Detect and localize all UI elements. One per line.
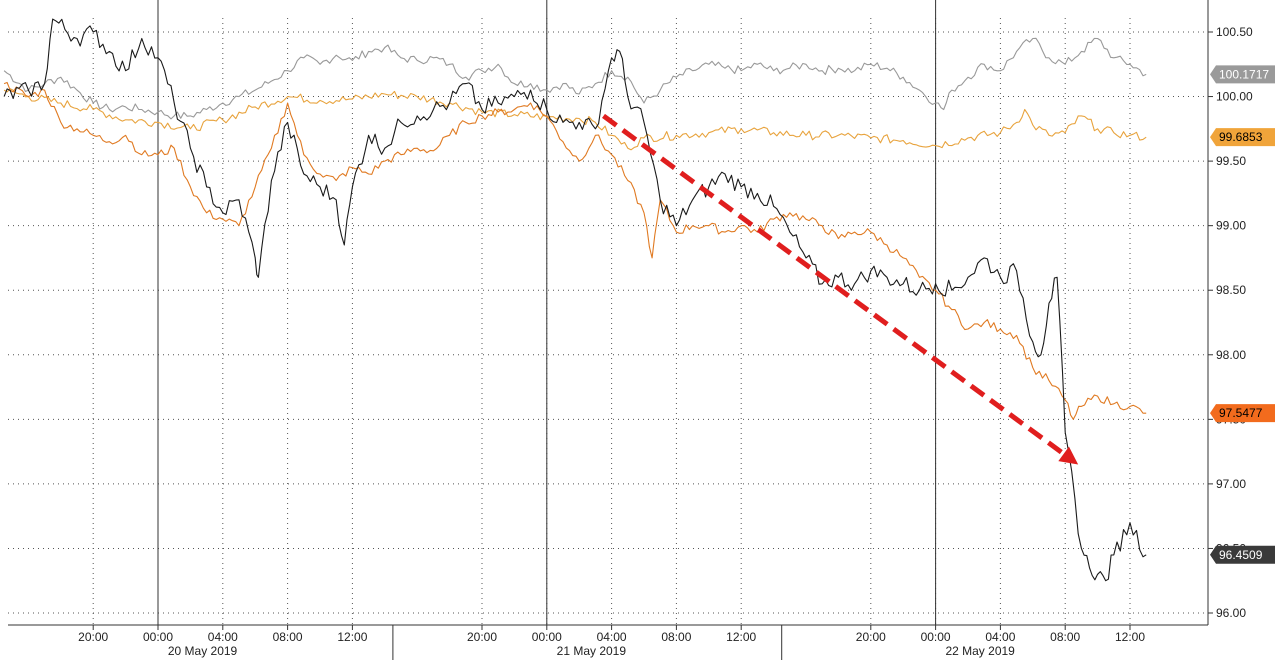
y-tick-label: 98.50 (1216, 283, 1246, 297)
last-value-tag (1210, 545, 1275, 564)
trend-arrow-shaft (602, 113, 1070, 460)
last-value-label: 99.6853 (1219, 130, 1263, 144)
y-tick-label: 100.00 (1216, 90, 1253, 104)
x-tick-label: 20:00 (856, 630, 886, 644)
last-value-tag (1210, 128, 1275, 147)
last-value-label: 96.4509 (1219, 548, 1263, 562)
x-tick-label: 08:00 (661, 630, 691, 644)
grid (8, 0, 1208, 625)
last-value-tag (1210, 65, 1275, 84)
trend-arrow (602, 113, 1079, 465)
y-tick-label: 98.00 (1216, 348, 1246, 362)
series-line (3, 88, 1147, 151)
date-label: 20 May 2019 (168, 644, 238, 658)
x-tick-label: 00:00 (921, 630, 951, 644)
last-value-label: 100.1717 (1219, 67, 1269, 81)
date-label: 21 May 2019 (557, 644, 627, 658)
series-layer (3, 18, 1147, 582)
x-tick-label: 08:00 (273, 630, 303, 644)
y-tick-label: 99.50 (1216, 154, 1246, 168)
y-tick-label: 99.00 (1216, 219, 1246, 233)
x-tick-label: 00:00 (143, 630, 173, 644)
x-tick-label: 04:00 (597, 630, 627, 644)
x-tick-label: 04:00 (985, 630, 1015, 644)
y-tick-label: 97.00 (1216, 477, 1246, 491)
trend-arrow-head (1058, 446, 1079, 465)
x-tick-label: 08:00 (1050, 630, 1080, 644)
x-tick-label: 20:00 (467, 630, 497, 644)
series-line (3, 37, 1147, 120)
last-value-tags: 100.1717 99.6853 97.5477 96.4509 (1210, 65, 1275, 564)
date-label: 22 May 2019 (945, 644, 1015, 658)
x-tick-label: 12:00 (1115, 630, 1145, 644)
last-value-label: 97.5477 (1219, 406, 1263, 420)
x-tick-label: 12:00 (337, 630, 367, 644)
axes: 96.0096.5097.0097.5098.0098.5099.0099.50… (8, 0, 1253, 660)
y-tick-label: 100.50 (1216, 25, 1253, 39)
x-tick-label: 12:00 (726, 630, 756, 644)
series-line (3, 81, 1147, 420)
x-tick-label: 00:00 (532, 630, 562, 644)
x-tick-label: 04:00 (208, 630, 238, 644)
y-tick-label: 96.00 (1216, 606, 1246, 620)
x-tick-label: 20:00 (78, 630, 108, 644)
last-value-tag (1210, 404, 1275, 423)
series-line (3, 18, 1147, 582)
